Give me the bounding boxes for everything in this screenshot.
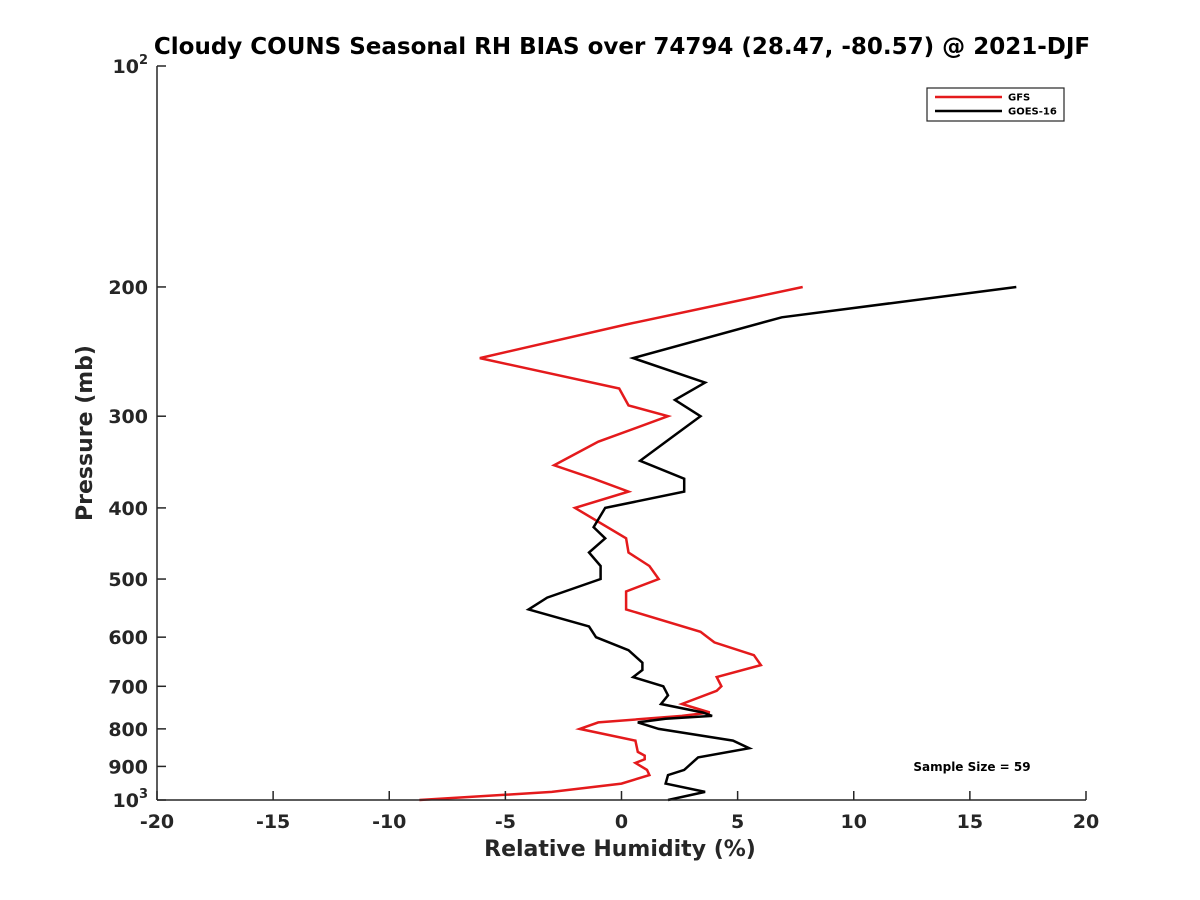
- x-tick-label: -15: [256, 811, 290, 833]
- legend: GFS GOES-16: [926, 87, 1065, 122]
- y-tick-label: 700: [108, 676, 148, 698]
- series-line-goes-16: [525, 285, 1017, 802]
- y-tick-label: 500: [108, 569, 148, 591]
- x-tick-label: 5: [731, 811, 744, 833]
- x-tick-label: -10: [372, 811, 406, 833]
- series-line-gfs: [419, 285, 803, 802]
- y-tick-label: 200: [108, 277, 148, 299]
- x-tick-label: 15: [957, 811, 983, 833]
- x-tick-label: 20: [1073, 811, 1099, 833]
- sample-size-annotation: Sample Size = 59: [913, 760, 1030, 774]
- y-tick-label: 103: [113, 787, 149, 812]
- y-tick-label: 900: [108, 756, 148, 778]
- y-axis-label: Pressure (mb): [73, 345, 98, 521]
- x-tick-label: 0: [615, 811, 628, 833]
- y-tick-label: 102: [113, 53, 149, 78]
- chart-title: Cloudy COUNS Seasonal RH BIAS over 74794…: [154, 34, 1090, 60]
- y-tick-label: 600: [108, 627, 148, 649]
- x-tick-label: 10: [841, 811, 867, 833]
- x-tick-label: -20: [140, 811, 174, 833]
- y-tick-label: 800: [108, 719, 148, 741]
- legend-box: [926, 87, 1065, 122]
- x-axis-label: Relative Humidity (%): [484, 837, 756, 862]
- legend-label: GOES-16: [1008, 107, 1057, 118]
- legend-label: GFS: [1008, 93, 1030, 104]
- y-tick-label: 400: [108, 498, 148, 520]
- y-tick-label: 300: [108, 406, 148, 428]
- x-tick-label: -5: [495, 811, 516, 833]
